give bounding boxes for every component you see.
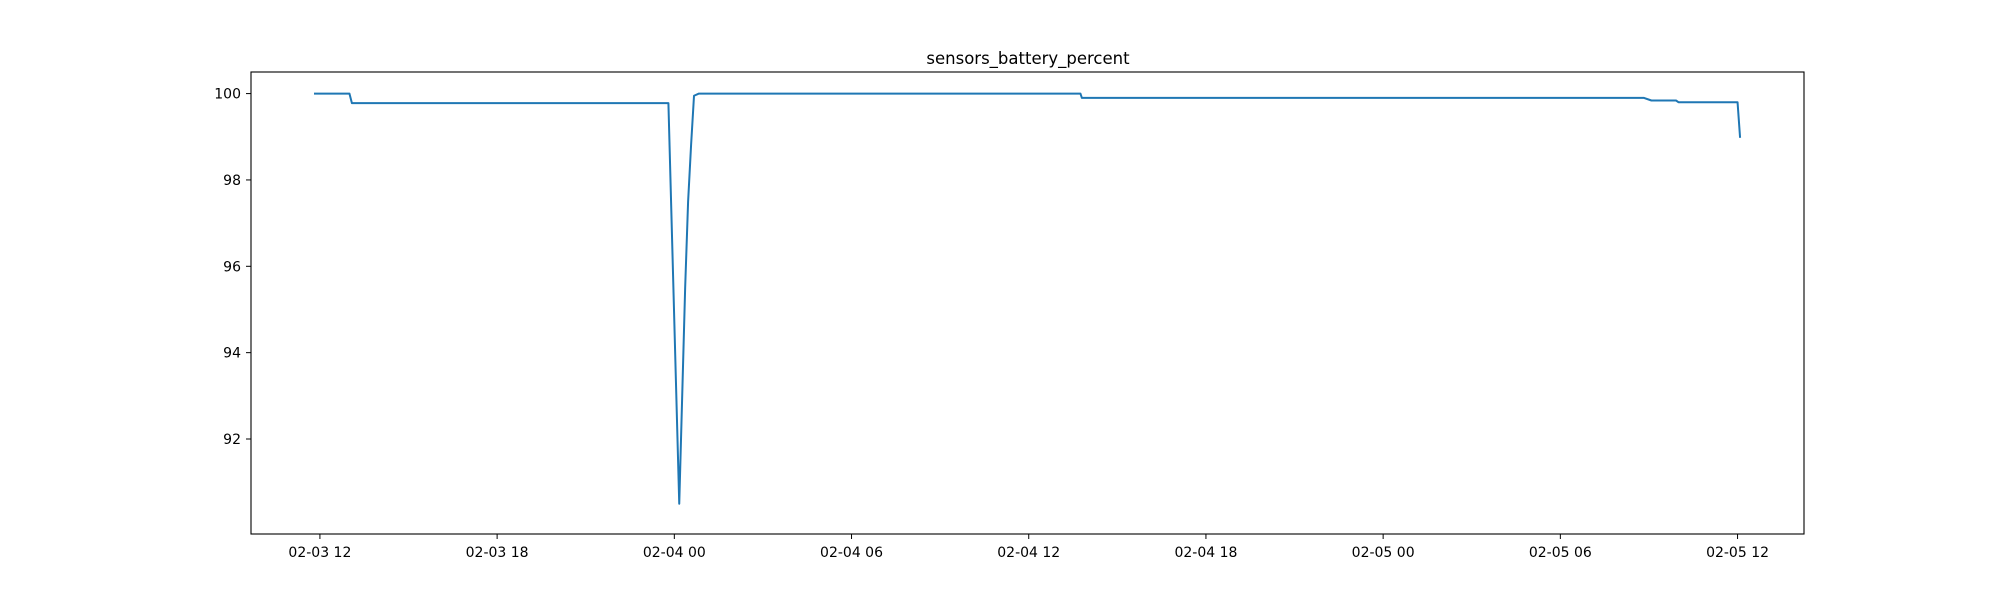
y-axis: 92 94 96 98 100 [214, 87, 251, 448]
x-tick-label: 02-05 00 [1352, 545, 1415, 561]
y-tick-label: 100 [214, 87, 241, 103]
x-tick-label: 02-03 18 [466, 545, 529, 561]
axes-frame [250, 71, 1805, 535]
x-tick-label: 02-04 06 [820, 545, 883, 561]
x-tick-label: 02-04 12 [997, 545, 1060, 561]
x-tick-label: 02-04 18 [1174, 545, 1237, 561]
chart-title: sensors_battery_percent [926, 49, 1130, 69]
y-tick-label: 92 [223, 432, 241, 448]
x-axis: 02-03 12 02-03 18 02-04 00 02-04 06 02-04 12… [288, 534, 1769, 561]
y-tick-label: 98 [223, 173, 241, 189]
y-tick-label: 94 [223, 346, 241, 362]
x-tick-label: 02-03 12 [288, 545, 351, 561]
x-tick-label: 02-05 06 [1529, 545, 1592, 561]
x-tick-label: 02-05 12 [1706, 545, 1769, 561]
x-tick-label: 02-04 00 [643, 545, 706, 561]
series-line-0 [313, 92, 1742, 505]
y-tick-label: 96 [223, 259, 241, 275]
plot-area [313, 92, 1742, 505]
